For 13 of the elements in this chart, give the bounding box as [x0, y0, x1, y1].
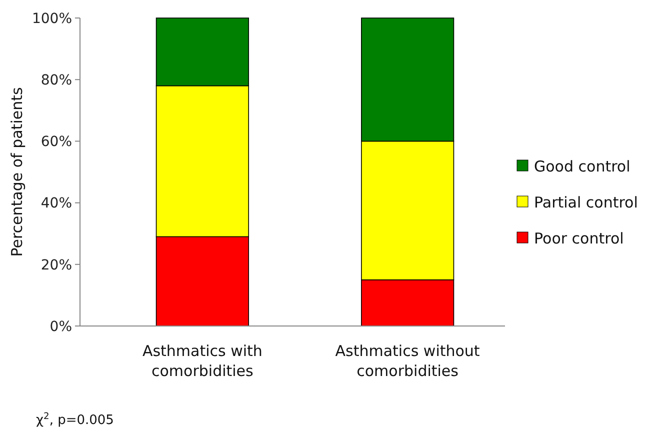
y-tick-label: 80% [40, 72, 72, 88]
y-axis-title: Percentage of patients [8, 87, 26, 257]
legend-label: Partial control [534, 193, 638, 212]
y-tick-label: 100% [32, 10, 72, 27]
text: χ$^{2}$, p=0.005 [36, 412, 114, 428]
x-tick-label: Asthmatics with comorbidities [142, 342, 262, 380]
legend-label: Good control [534, 157, 630, 176]
y-tick-label: 60% [40, 134, 72, 150]
legend-label: Poor control [534, 229, 624, 248]
y-tick-label: 20% [40, 257, 72, 274]
y-tick-label: 0% [50, 318, 72, 335]
y-tick-label: 40% [40, 196, 72, 212]
x-tick-label: Asthmatics without comorbidities [335, 342, 480, 380]
